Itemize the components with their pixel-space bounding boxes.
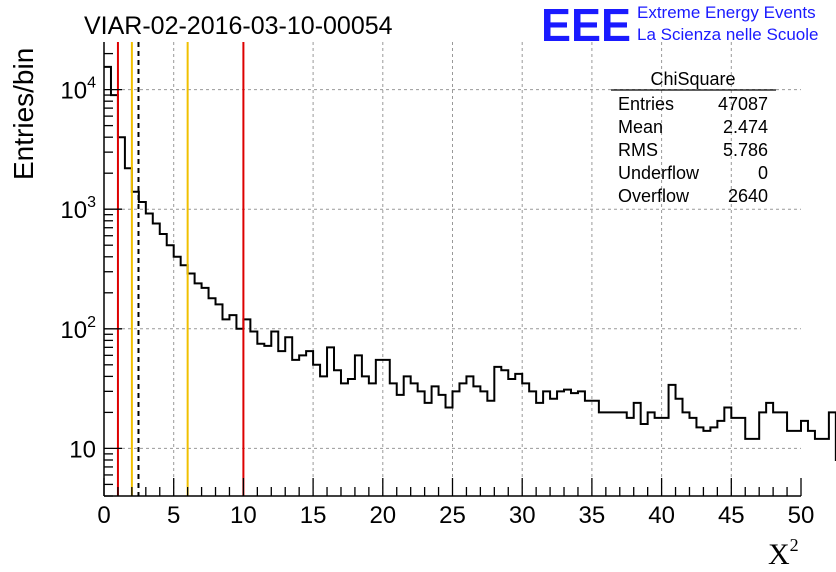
- x-axis-label: X2: [768, 535, 799, 571]
- x-tick-label: 30: [509, 502, 536, 529]
- x-tick-labels: 0 5 10 15 20 25 30 35 40 45 50: [97, 502, 814, 529]
- y-tick-base: 10: [69, 436, 96, 463]
- stats-label: Entries: [618, 94, 674, 114]
- x-tick-label: 50: [788, 502, 815, 529]
- y-tick-base: 10: [60, 317, 87, 344]
- cut-lines: [116, 42, 245, 496]
- x-tick-label: 10: [230, 502, 257, 529]
- stats-title: ChiSquare: [650, 69, 735, 89]
- stats-label: RMS: [618, 140, 658, 160]
- x-tick-label: 45: [718, 502, 745, 529]
- y-tick-exponent: 3: [87, 194, 96, 211]
- chart-title: VIAR-02-2016-03-10-00054: [84, 12, 393, 40]
- brand-line-1: Extreme Energy Events: [637, 3, 816, 22]
- stats-rows: Entries 47087 Mean 2.474 RMS 5.786 Underflow 0 O…: [618, 94, 768, 206]
- x-tick-label: 15: [300, 502, 327, 529]
- axes: [103, 42, 802, 497]
- y-tick-exponent: 2: [87, 314, 96, 331]
- brand-logo: EEE: [541, 0, 631, 51]
- x-tick-label: 40: [648, 502, 675, 529]
- y-tick-base: 10: [60, 197, 87, 224]
- y-tick-exponent: 4: [87, 75, 96, 92]
- y-axis-label: Entries/bin: [8, 48, 39, 180]
- brand-line-2: La Scienza nelle Scuole: [637, 25, 818, 44]
- grid-lines: [104, 42, 801, 496]
- y-tick-label: 10: [69, 436, 96, 463]
- histogram: [104, 65, 836, 461]
- stats-box: ChiSquare Entries 47087 Mean 2.474 RMS 5.786 U…: [611, 69, 776, 206]
- x-tick-label: 35: [579, 502, 606, 529]
- histogram-line: [104, 65, 836, 461]
- stats-label: Overflow: [618, 186, 690, 206]
- stats-label: Mean: [618, 117, 663, 137]
- y-tick-label: 102: [60, 314, 96, 344]
- x-axis-label-superscript: 2: [790, 535, 799, 555]
- x-tick-label: 0: [97, 502, 110, 529]
- stats-value: 2.474: [723, 117, 768, 137]
- y-tick-base: 10: [60, 78, 87, 105]
- x-tick-label: 20: [369, 502, 396, 529]
- stats-label: Underflow: [618, 163, 700, 183]
- brand: EEE Extreme Energy Events La Scienza nel…: [541, 0, 818, 51]
- stats-value: 2640: [728, 186, 768, 206]
- stats-value: 5.786: [723, 140, 768, 160]
- stats-value: 47087: [718, 94, 768, 114]
- stats-value: 0: [758, 163, 768, 183]
- y-tick-label: 103: [60, 194, 96, 224]
- y-tick-label: 104: [60, 75, 96, 105]
- x-tick-label: 5: [167, 502, 180, 529]
- x-tick-label: 25: [439, 502, 466, 529]
